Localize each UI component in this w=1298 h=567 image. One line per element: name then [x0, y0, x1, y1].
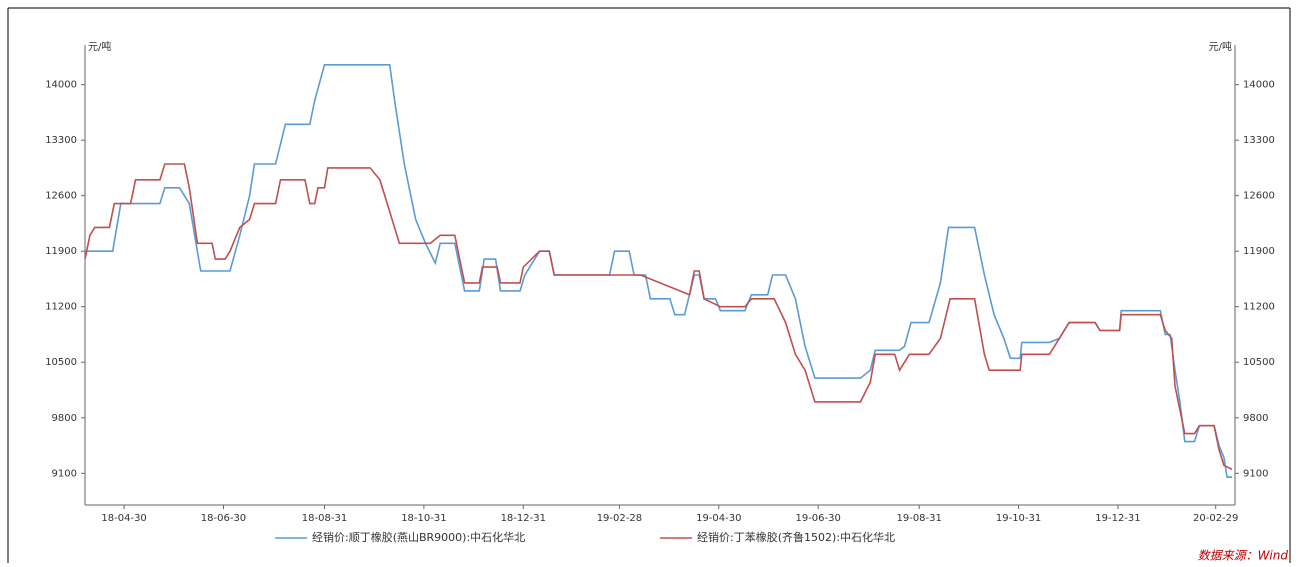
y-tick-label: 10500 [45, 357, 77, 368]
y-tick-label: 14000 [45, 80, 77, 91]
y2-tick-label: 10500 [1243, 357, 1275, 368]
x-tick-label: 18-12-31 [501, 513, 546, 524]
legend-label: 经销价:顺丁橡胶(燕山BR9000):中石化华北 [312, 530, 525, 544]
x-tick-label: 18-04-30 [101, 513, 146, 524]
x-tick-label: 19-10-31 [996, 513, 1041, 524]
source: 数据来源：Wind [1198, 549, 1289, 563]
y2-tick-label: 13300 [1243, 135, 1275, 146]
y-tick-label: 9800 [52, 413, 77, 424]
y2-tick-label: 11900 [1243, 246, 1275, 257]
series-line [85, 64, 1232, 478]
x-tick-label: 18-06-30 [201, 513, 246, 524]
y2-axis-label: 元/吨 [1209, 40, 1232, 53]
x-tick-label: 19-06-30 [795, 513, 840, 524]
y2-tick-label: 9100 [1243, 468, 1268, 479]
y-tick-label: 13300 [45, 135, 77, 146]
y-axis-label: 元/吨 [88, 40, 111, 53]
x-tick-label: 19-12-31 [1095, 513, 1140, 524]
x-tick-label: 19-08-31 [896, 513, 941, 524]
x-tick-label: 18-08-31 [302, 513, 347, 524]
y-tick-label: 11900 [45, 246, 77, 257]
y2-tick-label: 9800 [1243, 413, 1268, 424]
y2-tick-label: 12600 [1243, 191, 1275, 202]
y2-tick-label: 14000 [1243, 80, 1275, 91]
y-tick-label: 12600 [45, 191, 77, 202]
x-tick-label: 20-02-29 [1193, 513, 1238, 524]
y-tick-label: 9100 [52, 468, 77, 479]
y2-tick-label: 11200 [1243, 302, 1275, 313]
x-tick-label: 19-04-30 [696, 513, 741, 524]
y-tick-label: 11200 [45, 302, 77, 313]
legend-label: 经销价:丁苯橡胶(齐鲁1502):中石化华北 [697, 530, 895, 544]
x-tick-label: 18-10-31 [401, 513, 446, 524]
series-line [84, 163, 1233, 471]
x-tick-label: 19-02-28 [597, 513, 642, 524]
